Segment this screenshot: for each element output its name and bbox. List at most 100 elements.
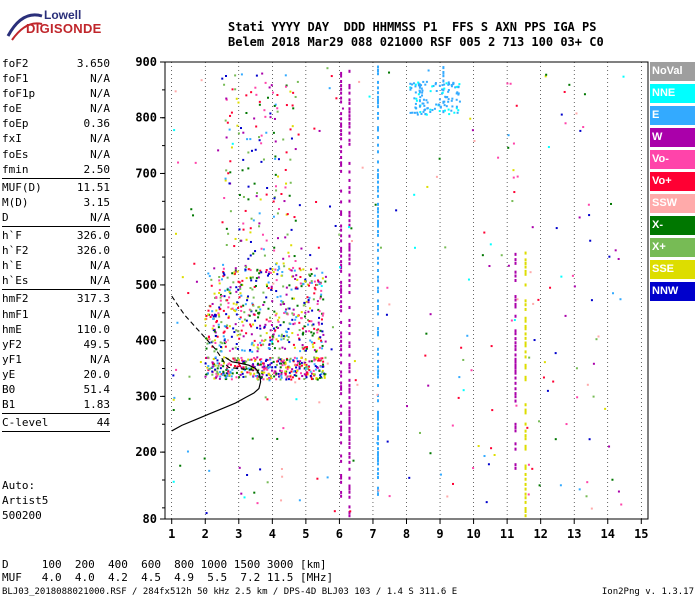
echo-point [277, 334, 280, 337]
echo-point [435, 175, 438, 178]
echo-point [469, 117, 472, 120]
echo-point [443, 100, 446, 103]
echo-point [582, 126, 585, 129]
echo-point [217, 373, 220, 376]
echo-point [246, 296, 249, 299]
echo-point [376, 180, 379, 184]
echo-point [270, 84, 273, 87]
echo-point [340, 320, 343, 324]
echo-point [276, 360, 279, 363]
echo-point [218, 377, 221, 380]
echo-point [321, 312, 324, 315]
echo-point [528, 356, 531, 359]
echo-point [277, 158, 280, 161]
echo-point [340, 300, 343, 304]
echo-point [524, 332, 527, 336]
echo-point [318, 310, 321, 313]
echo-point [376, 168, 379, 172]
echo-point [245, 319, 248, 322]
echo-point [524, 303, 527, 307]
echo-point [258, 100, 261, 103]
echo-point [229, 171, 232, 174]
echo-point [318, 282, 321, 285]
echo-point [260, 344, 263, 347]
echo-point [376, 111, 379, 115]
param-row: foE N/A [2, 101, 110, 116]
echo-point [554, 438, 557, 441]
legend-item-noval: NoVal [650, 62, 695, 81]
echo-point [340, 420, 343, 424]
echo-point [257, 316, 260, 319]
muf-row: MUF 4.0 4.0 4.2 4.5 4.9 5.5 7.2 11.5 [MH… [2, 571, 334, 584]
echo-point [376, 428, 379, 432]
echo-point [225, 169, 228, 172]
echo-point [296, 278, 299, 281]
echo-point [340, 428, 343, 432]
autoscaling-info: Auto: Artist5 500200 [2, 478, 48, 523]
echo-point [312, 298, 315, 301]
echo-point [213, 350, 216, 353]
echo-point [514, 332, 517, 336]
echo-point [217, 323, 220, 326]
echo-point [249, 372, 252, 375]
echo-point [226, 288, 229, 291]
echo-point [376, 230, 379, 234]
echo-point [340, 335, 343, 339]
echo-point [441, 88, 444, 91]
echo-point [226, 366, 229, 369]
echo-point [236, 357, 239, 360]
echo-point [514, 258, 517, 262]
echo-point [310, 376, 313, 379]
echo-point [316, 300, 319, 303]
echo-point [340, 163, 343, 167]
scaled-parameters-panel: foF2 3.650 foF1 N/A foF1p N/A foE N/A foEp 0.36 fx… [2, 56, 110, 433]
echo-point [219, 367, 222, 370]
echo-point [514, 442, 517, 446]
echo-point [622, 75, 625, 78]
echo-point [330, 75, 333, 78]
echo-point [340, 305, 343, 309]
echo-point [293, 374, 296, 377]
echo-point [173, 129, 176, 132]
echo-point [340, 411, 343, 415]
echo-point [317, 321, 320, 324]
echo-point [526, 426, 529, 429]
echo-point [244, 264, 247, 267]
echo-point [247, 167, 250, 170]
echo-point [194, 161, 197, 164]
echo-point [188, 375, 191, 378]
echo-point [262, 368, 265, 371]
echo-point [269, 116, 272, 119]
echo-point [303, 315, 306, 318]
echo-point [258, 272, 261, 275]
echo-point [240, 492, 243, 495]
echo-point [193, 262, 196, 265]
echo-point [263, 371, 266, 374]
echo-point [311, 343, 314, 346]
echo-point [225, 313, 228, 316]
param-name: yF2 [2, 337, 22, 351]
echo-point [340, 228, 343, 232]
echo-point [283, 362, 286, 365]
echo-point [253, 313, 256, 316]
echo-point [245, 360, 248, 363]
echo-point [293, 269, 296, 272]
echo-point [174, 90, 177, 93]
echo-point [265, 271, 268, 274]
echo-point [266, 274, 269, 277]
echo-point [564, 314, 567, 317]
echo-point [266, 186, 269, 189]
echo-point [305, 300, 308, 303]
echo-point [294, 95, 297, 98]
echo-point [313, 359, 316, 362]
echo-point [228, 128, 231, 131]
echo-point [256, 377, 259, 380]
echo-point [348, 142, 351, 146]
echo-point [291, 104, 294, 107]
echo-point [340, 454, 343, 458]
echo-point [410, 87, 413, 90]
param-name: foF1 [2, 72, 29, 86]
echo-point [256, 376, 259, 379]
echo-point [269, 339, 272, 342]
echo-point [223, 356, 226, 359]
